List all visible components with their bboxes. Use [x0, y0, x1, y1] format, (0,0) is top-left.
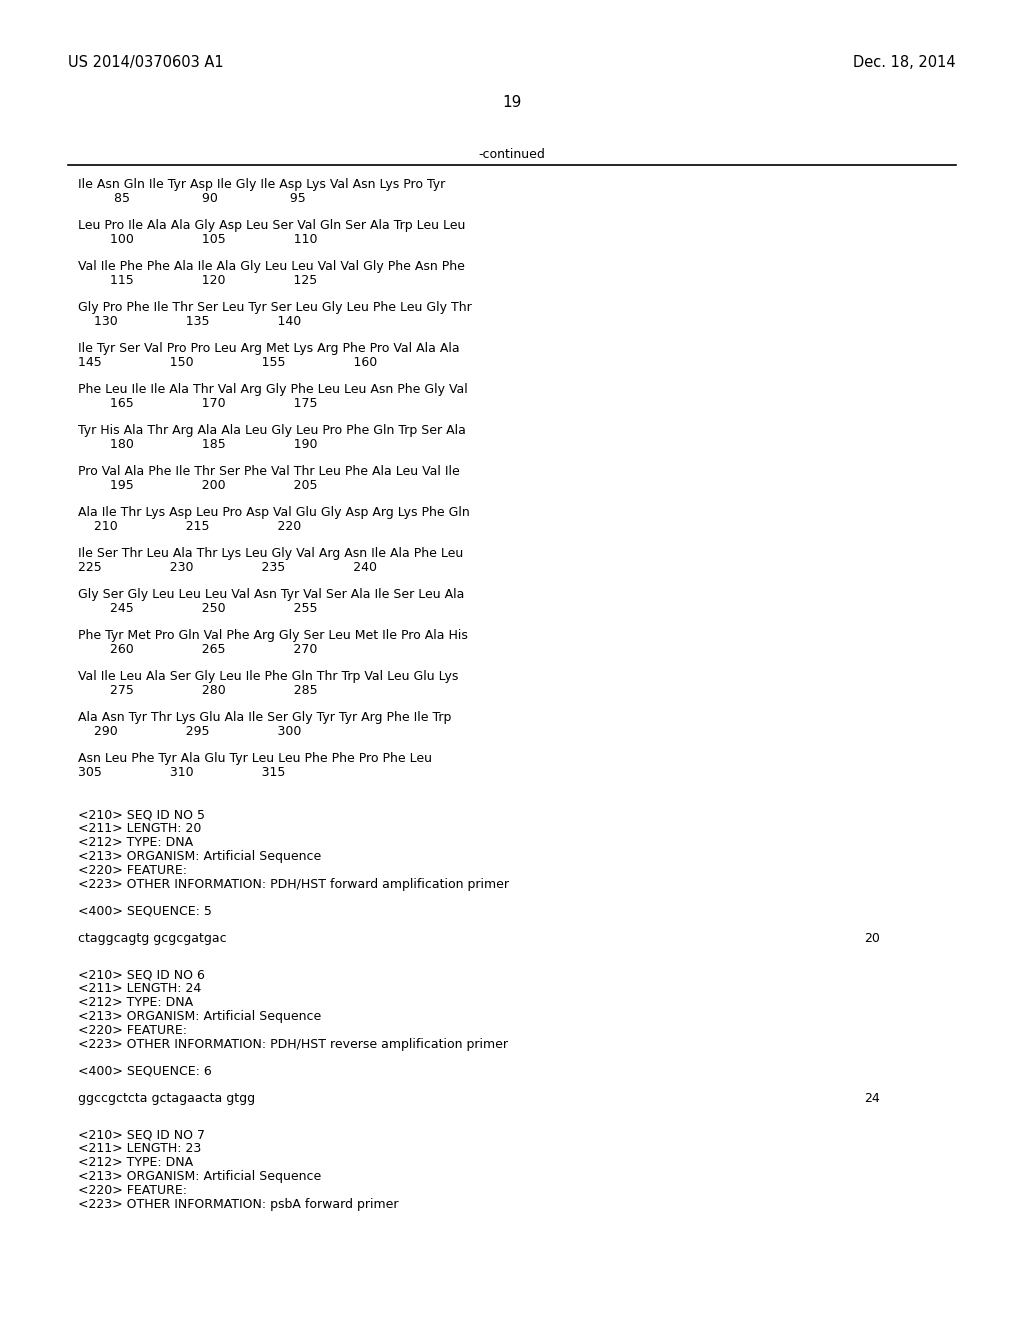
Text: <220> FEATURE:: <220> FEATURE:	[78, 1024, 187, 1038]
Text: <223> OTHER INFORMATION: PDH/HST forward amplification primer: <223> OTHER INFORMATION: PDH/HST forward…	[78, 878, 509, 891]
Text: <223> OTHER INFORMATION: psbA forward primer: <223> OTHER INFORMATION: psbA forward pr…	[78, 1199, 398, 1210]
Text: 85                  90                  95: 85 90 95	[78, 191, 306, 205]
Text: <212> TYPE: DNA: <212> TYPE: DNA	[78, 997, 194, 1008]
Text: 305                 310                 315: 305 310 315	[78, 766, 286, 779]
Text: 225                 230                 235                 240: 225 230 235 240	[78, 561, 377, 574]
Text: Ala Ile Thr Lys Asp Leu Pro Asp Val Glu Gly Asp Arg Lys Phe Gln: Ala Ile Thr Lys Asp Leu Pro Asp Val Glu …	[78, 506, 470, 519]
Text: -continued: -continued	[478, 148, 546, 161]
Text: Val Ile Leu Ala Ser Gly Leu Ile Phe Gln Thr Trp Val Leu Glu Lys: Val Ile Leu Ala Ser Gly Leu Ile Phe Gln …	[78, 671, 459, 682]
Text: <213> ORGANISM: Artificial Sequence: <213> ORGANISM: Artificial Sequence	[78, 1010, 322, 1023]
Text: 20: 20	[864, 932, 880, 945]
Text: Ile Ser Thr Leu Ala Thr Lys Leu Gly Val Arg Asn Ile Ala Phe Leu: Ile Ser Thr Leu Ala Thr Lys Leu Gly Val …	[78, 546, 463, 560]
Text: Leu Pro Ile Ala Ala Gly Asp Leu Ser Val Gln Ser Ala Trp Leu Leu: Leu Pro Ile Ala Ala Gly Asp Leu Ser Val …	[78, 219, 465, 232]
Text: Asn Leu Phe Tyr Ala Glu Tyr Leu Leu Phe Phe Pro Phe Leu: Asn Leu Phe Tyr Ala Glu Tyr Leu Leu Phe …	[78, 752, 432, 766]
Text: Dec. 18, 2014: Dec. 18, 2014	[853, 55, 956, 70]
Text: <400> SEQUENCE: 5: <400> SEQUENCE: 5	[78, 906, 212, 917]
Text: <223> OTHER INFORMATION: PDH/HST reverse amplification primer: <223> OTHER INFORMATION: PDH/HST reverse…	[78, 1038, 508, 1051]
Text: Gly Pro Phe Ile Thr Ser Leu Tyr Ser Leu Gly Leu Phe Leu Gly Thr: Gly Pro Phe Ile Thr Ser Leu Tyr Ser Leu …	[78, 301, 472, 314]
Text: <220> FEATURE:: <220> FEATURE:	[78, 865, 187, 876]
Text: 145                 150                 155                 160: 145 150 155 160	[78, 356, 377, 370]
Text: <211> LENGTH: 20: <211> LENGTH: 20	[78, 822, 202, 836]
Text: Gly Ser Gly Leu Leu Leu Val Asn Tyr Val Ser Ala Ile Ser Leu Ala: Gly Ser Gly Leu Leu Leu Val Asn Tyr Val …	[78, 587, 464, 601]
Text: 290                 295                 300: 290 295 300	[78, 725, 301, 738]
Text: Ile Asn Gln Ile Tyr Asp Ile Gly Ile Asp Lys Val Asn Lys Pro Tyr: Ile Asn Gln Ile Tyr Asp Ile Gly Ile Asp …	[78, 178, 445, 191]
Text: ggccgctcta gctagaacta gtgg: ggccgctcta gctagaacta gtgg	[78, 1092, 255, 1105]
Text: Tyr His Ala Thr Arg Ala Ala Leu Gly Leu Pro Phe Gln Trp Ser Ala: Tyr His Ala Thr Arg Ala Ala Leu Gly Leu …	[78, 424, 466, 437]
Text: ctaggcagtg gcgcgatgac: ctaggcagtg gcgcgatgac	[78, 932, 226, 945]
Text: <213> ORGANISM: Artificial Sequence: <213> ORGANISM: Artificial Sequence	[78, 850, 322, 863]
Text: 260                 265                 270: 260 265 270	[78, 643, 317, 656]
Text: Pro Val Ala Phe Ile Thr Ser Phe Val Thr Leu Phe Ala Leu Val Ile: Pro Val Ala Phe Ile Thr Ser Phe Val Thr …	[78, 465, 460, 478]
Text: 115                 120                 125: 115 120 125	[78, 275, 317, 286]
Text: 19: 19	[503, 95, 521, 110]
Text: <400> SEQUENCE: 6: <400> SEQUENCE: 6	[78, 1065, 212, 1078]
Text: 275                 280                 285: 275 280 285	[78, 684, 317, 697]
Text: 210                 215                 220: 210 215 220	[78, 520, 301, 533]
Text: <211> LENGTH: 24: <211> LENGTH: 24	[78, 982, 202, 995]
Text: 245                 250                 255: 245 250 255	[78, 602, 317, 615]
Text: <211> LENGTH: 23: <211> LENGTH: 23	[78, 1142, 202, 1155]
Text: Val Ile Phe Phe Ala Ile Ala Gly Leu Leu Val Val Gly Phe Asn Phe: Val Ile Phe Phe Ala Ile Ala Gly Leu Leu …	[78, 260, 465, 273]
Text: Ala Asn Tyr Thr Lys Glu Ala Ile Ser Gly Tyr Tyr Arg Phe Ile Trp: Ala Asn Tyr Thr Lys Glu Ala Ile Ser Gly …	[78, 711, 452, 723]
Text: US 2014/0370603 A1: US 2014/0370603 A1	[68, 55, 223, 70]
Text: 180                 185                 190: 180 185 190	[78, 438, 317, 451]
Text: <220> FEATURE:: <220> FEATURE:	[78, 1184, 187, 1197]
Text: <210> SEQ ID NO 5: <210> SEQ ID NO 5	[78, 808, 205, 821]
Text: 24: 24	[864, 1092, 880, 1105]
Text: <210> SEQ ID NO 7: <210> SEQ ID NO 7	[78, 1129, 205, 1140]
Text: <212> TYPE: DNA: <212> TYPE: DNA	[78, 836, 194, 849]
Text: Ile Tyr Ser Val Pro Pro Leu Arg Met Lys Arg Phe Pro Val Ala Ala: Ile Tyr Ser Val Pro Pro Leu Arg Met Lys …	[78, 342, 460, 355]
Text: <213> ORGANISM: Artificial Sequence: <213> ORGANISM: Artificial Sequence	[78, 1170, 322, 1183]
Text: 195                 200                 205: 195 200 205	[78, 479, 317, 492]
Text: 100                 105                 110: 100 105 110	[78, 234, 317, 246]
Text: <210> SEQ ID NO 6: <210> SEQ ID NO 6	[78, 968, 205, 981]
Text: Phe Leu Ile Ile Ala Thr Val Arg Gly Phe Leu Leu Asn Phe Gly Val: Phe Leu Ile Ile Ala Thr Val Arg Gly Phe …	[78, 383, 468, 396]
Text: Phe Tyr Met Pro Gln Val Phe Arg Gly Ser Leu Met Ile Pro Ala His: Phe Tyr Met Pro Gln Val Phe Arg Gly Ser …	[78, 630, 468, 642]
Text: 130                 135                 140: 130 135 140	[78, 315, 301, 327]
Text: 165                 170                 175: 165 170 175	[78, 397, 317, 411]
Text: <212> TYPE: DNA: <212> TYPE: DNA	[78, 1156, 194, 1170]
